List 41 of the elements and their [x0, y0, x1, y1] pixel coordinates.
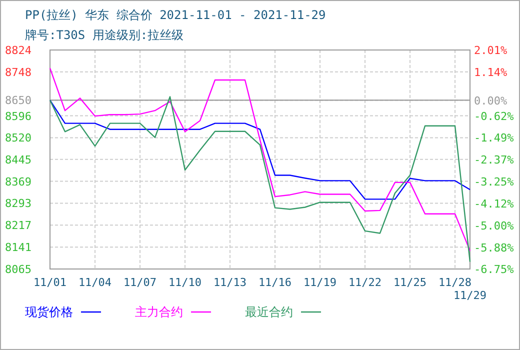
line-series — [49, 68, 471, 252]
x-tick-label: 11/16 — [258, 276, 292, 289]
x-tick-label: 11/13 — [213, 276, 247, 289]
x-tick-label: 11/25 — [393, 276, 427, 289]
x-tick-label: 11/29 — [453, 289, 487, 302]
y2-tick-label: -1.49% — [474, 132, 514, 144]
legend-label: 现货价格 — [25, 305, 73, 319]
legend-label: 最近合约 — [245, 305, 293, 319]
y-tick-label: 8141 — [5, 241, 32, 254]
y-tick-label: 8748 — [5, 66, 32, 79]
y-tick-label: 8445 — [5, 153, 32, 166]
y2-tick-label: 2.01% — [474, 44, 508, 57]
chart-title: PP(拉丝) 华东 综合价 2021-11-01 - 2021-11-29 — [25, 8, 326, 22]
y-tick-label: 8293 — [5, 197, 32, 210]
x-tick-label: 11/01 — [33, 276, 67, 289]
y2-tick-label: 0.00% — [474, 94, 508, 108]
y2-tick-label: -3.25% — [474, 176, 514, 188]
y2-tick-label: -4.12% — [474, 197, 514, 210]
x-tick-label: 11/22 — [348, 276, 382, 289]
legend-label: 主力合约 — [135, 305, 183, 319]
y2-tick-label: -5.88% — [474, 241, 514, 254]
y-tick-label: 8217 — [5, 219, 32, 232]
x-tick-label: 11/10 — [168, 276, 202, 289]
y-tick-label: 8369 — [5, 175, 32, 188]
line-series — [49, 96, 471, 262]
y-tick-label: 8065 — [5, 263, 32, 276]
y2-tick-label: -2.37% — [474, 154, 514, 166]
x-tick-label: 11/19 — [303, 276, 337, 289]
y-tick-label: 8520 — [5, 132, 32, 145]
y2-tick-label: -0.62% — [474, 110, 514, 123]
line-series — [49, 100, 471, 200]
x-tick-label: 11/28 — [438, 276, 472, 289]
x-tick-label: 11/04 — [78, 276, 112, 289]
y-tick-label: 8824 — [5, 44, 32, 57]
y2-tick-label: 1.14% — [474, 66, 508, 79]
y-tick-label: 8650 — [5, 94, 32, 108]
x-tick-label: 11/07 — [123, 276, 157, 289]
y2-tick-label: -5.00% — [474, 219, 514, 232]
y-tick-label: 8596 — [5, 110, 32, 123]
y2-tick-label: -6.75% — [474, 263, 514, 276]
chart-subtitle: 牌号:T30S 用途级别:拉丝级 — [25, 28, 184, 42]
